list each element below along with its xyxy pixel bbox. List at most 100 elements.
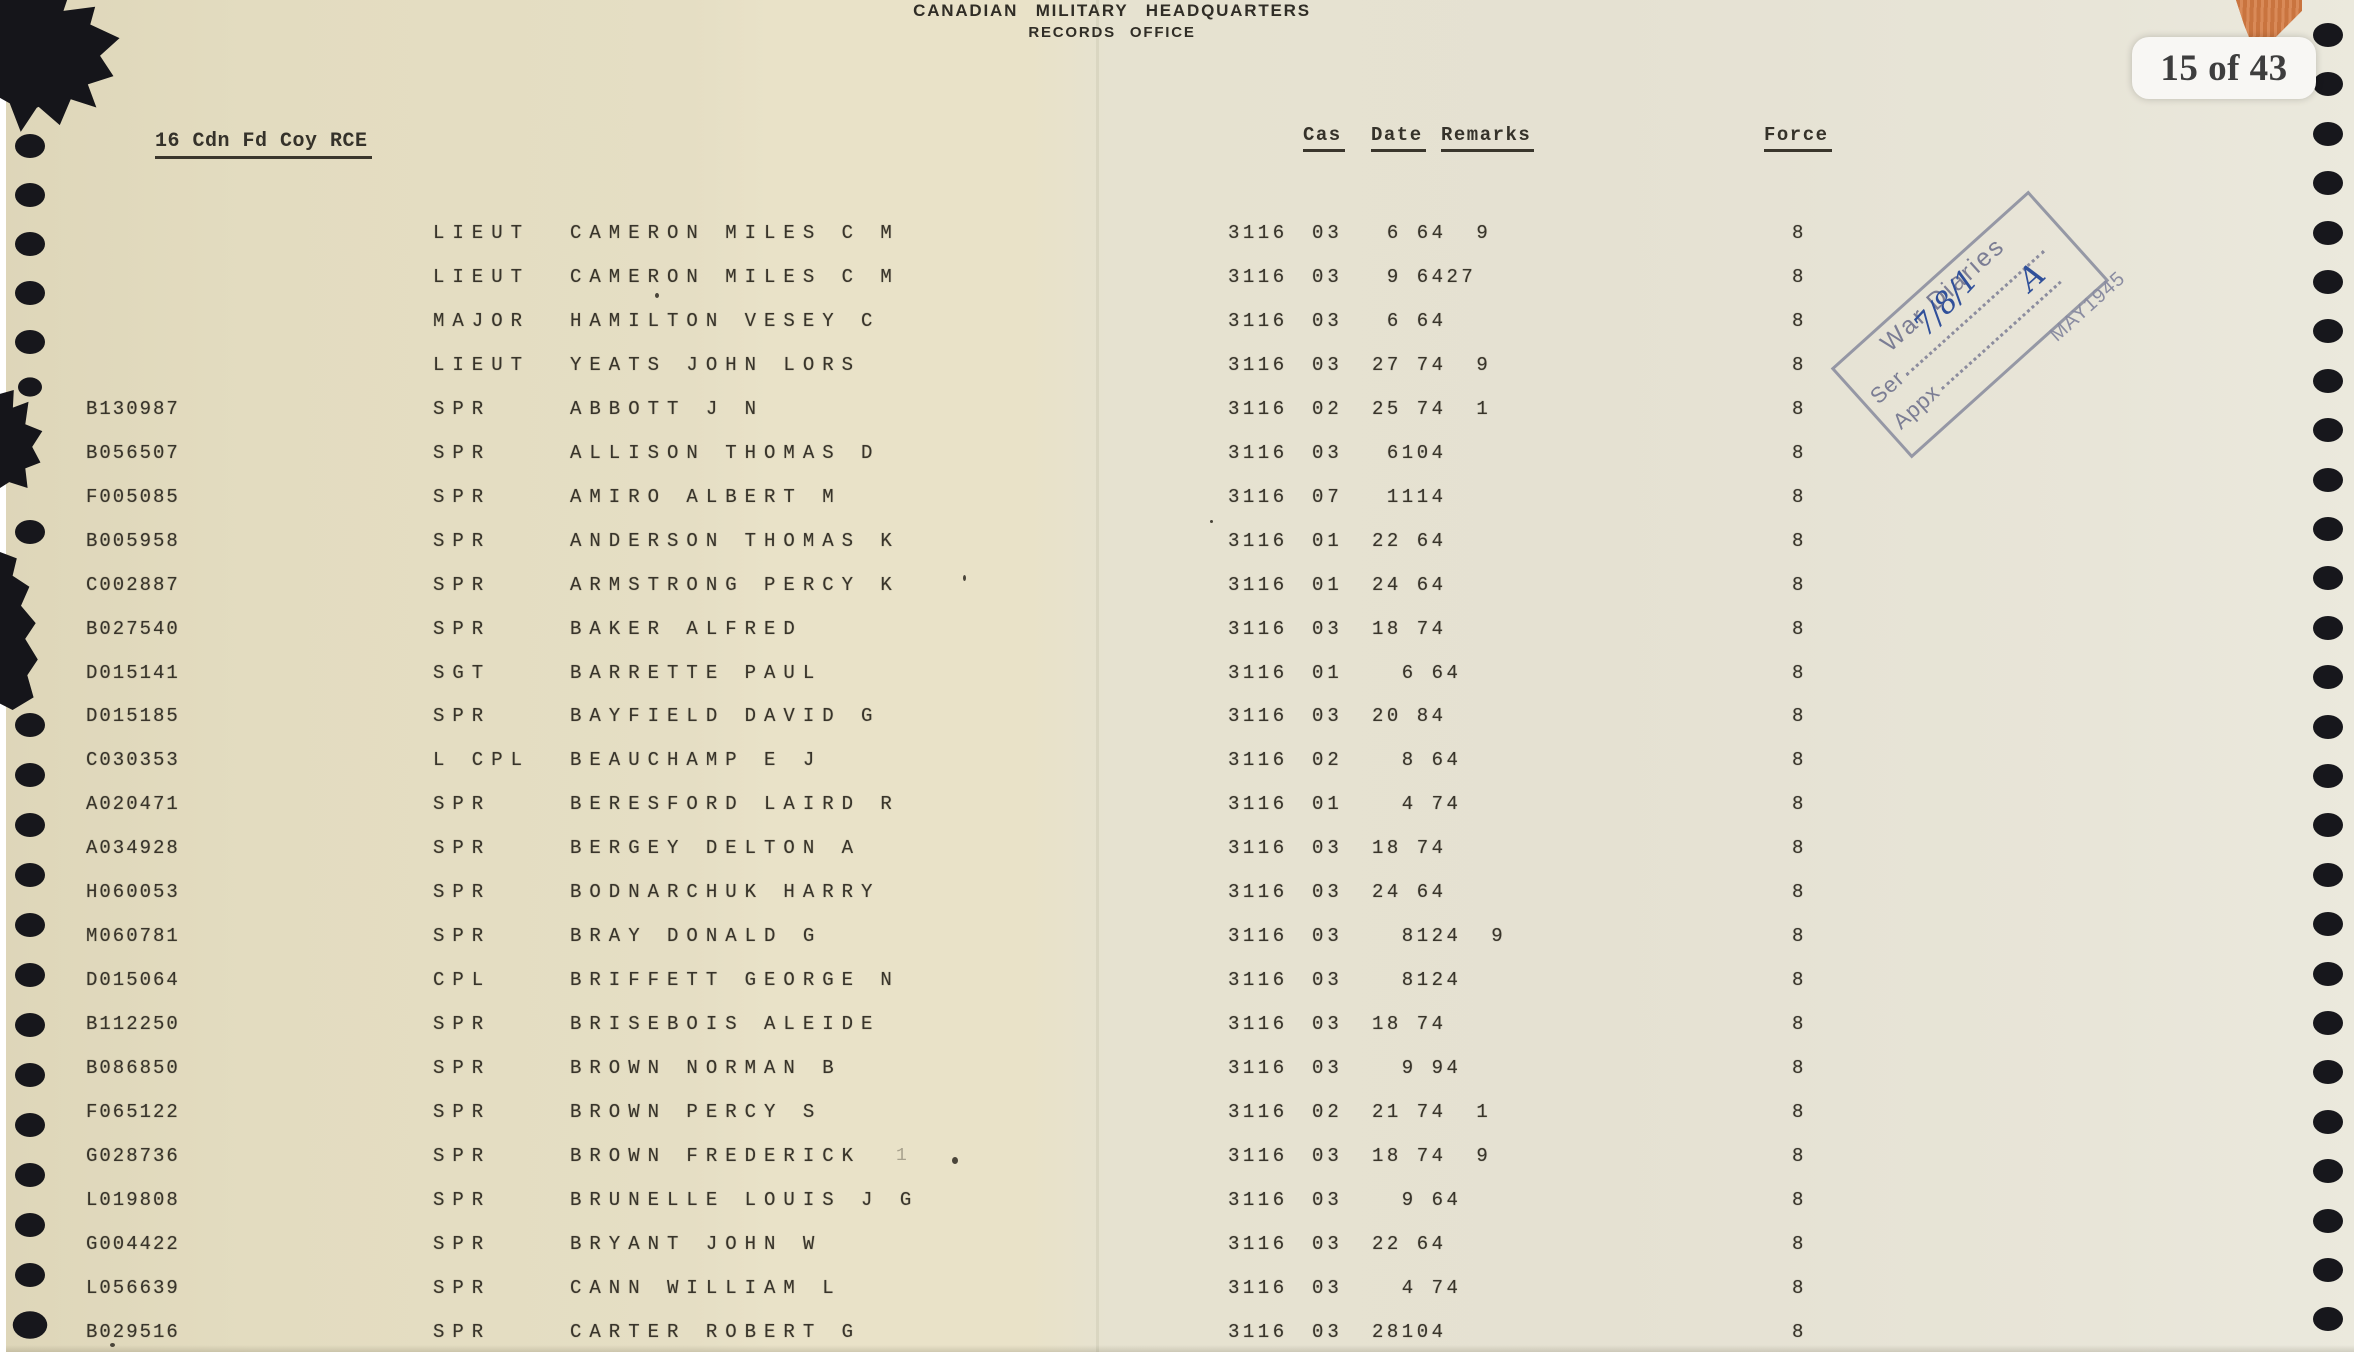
table-row: B056507 SPR ALLISON THOMAS D 3116 03 610… bbox=[0, 442, 2360, 466]
punch-hole bbox=[15, 1113, 45, 1137]
punch-hole bbox=[15, 520, 45, 544]
cell-name: BRAY DONALD G bbox=[570, 925, 823, 948]
cell-rank: SPR bbox=[433, 617, 492, 640]
cell-rank: SPR bbox=[433, 925, 492, 948]
cell-rank: SPR bbox=[433, 441, 492, 464]
cell-date-remarks: 6 64 bbox=[1372, 661, 1462, 684]
punch-hole bbox=[15, 183, 45, 207]
cell-force: 8 bbox=[1792, 1144, 1804, 1167]
org-name: CANADIAN MILITARY HEADQUARTERS bbox=[913, 1, 1311, 20]
scan-speck bbox=[655, 293, 659, 298]
cell-force: 8 bbox=[1792, 1320, 1804, 1343]
cell-rank: SPR bbox=[433, 1276, 492, 1299]
cell-force: 8 bbox=[1792, 881, 1804, 904]
punch-hole bbox=[15, 963, 45, 987]
cell-service-number: D015064 bbox=[86, 969, 180, 992]
cell-name: CAMERON MILES C M bbox=[570, 265, 900, 288]
cell-cas: 03 bbox=[1312, 1320, 1343, 1343]
cell-name: BROWN PERCY S bbox=[570, 1101, 823, 1123]
cell-force: 8 bbox=[1792, 1057, 1804, 1080]
cell-date-remarks: 21 74 1 bbox=[1372, 1101, 1492, 1123]
org-office: RECORDS OFFICE bbox=[1028, 24, 1196, 41]
cell-list-number: 3116 bbox=[1228, 1101, 1288, 1123]
cell-list-number: 3116 bbox=[1228, 617, 1288, 640]
punch-hole bbox=[2313, 962, 2343, 986]
cell-service-number: B056507 bbox=[86, 441, 180, 464]
cell-rank: SPR bbox=[433, 397, 492, 420]
punch-hole bbox=[2313, 1307, 2343, 1331]
cell-cas: 03 bbox=[1312, 441, 1343, 464]
cell-rank: SPR bbox=[433, 793, 492, 816]
cell-rank: SPR bbox=[433, 1013, 492, 1036]
punch-hole bbox=[2313, 1110, 2343, 1134]
cell-service-number: L019808 bbox=[86, 1188, 180, 1211]
table-row: D015064 CPL BRIFFETT GEORGE N 3116 03 81… bbox=[0, 969, 2360, 993]
cell-date-remarks: 20 84 bbox=[1372, 705, 1447, 728]
cell-rank: L CPL bbox=[433, 749, 531, 772]
punch-hole bbox=[2313, 912, 2343, 936]
cell-date-remarks: 9 6427 bbox=[1372, 265, 1477, 288]
table-row: D015185 SPR BAYFIELD DAVID G 3116 03 20 … bbox=[0, 705, 2360, 729]
page-indicator-label: 15 of 43 bbox=[2160, 47, 2288, 89]
cell-name: CANN WILLIAM L bbox=[570, 1276, 842, 1299]
cell-list-number: 3116 bbox=[1228, 661, 1288, 684]
punch-hole bbox=[2313, 616, 2343, 640]
cell-cas: 03 bbox=[1312, 265, 1343, 288]
cell-name: ALLISON THOMAS D bbox=[570, 441, 881, 464]
punch-hole bbox=[15, 1013, 45, 1037]
cell-name: BRUNELLE LOUIS J G bbox=[570, 1188, 920, 1211]
cell-rank: SPR bbox=[433, 1144, 492, 1167]
cell-force: 8 bbox=[1792, 265, 1804, 288]
cell-list-number: 3116 bbox=[1228, 1013, 1288, 1036]
cell-list-number: 3116 bbox=[1228, 749, 1288, 772]
table-row: F005085 SPR AMIRO ALBERT M 3116 07 1114 … bbox=[0, 486, 2360, 510]
column-header-date: Date bbox=[1371, 124, 1426, 152]
cell-service-number: F005085 bbox=[86, 485, 180, 508]
cell-cas: 03 bbox=[1312, 1188, 1343, 1211]
cell-force: 8 bbox=[1792, 969, 1804, 992]
cell-force: 8 bbox=[1792, 441, 1804, 464]
punch-hole bbox=[2313, 715, 2343, 739]
cell-cas: 03 bbox=[1312, 969, 1343, 992]
cell-rank: SPR bbox=[433, 529, 492, 552]
punch-hole bbox=[2313, 1060, 2343, 1084]
cell-name: BODNARCHUK HARRY bbox=[570, 881, 881, 904]
table-row: LIEUT CAMERON MILES C M 3116 03 6 64 9 8 bbox=[0, 222, 2360, 246]
table-row: B086850 SPR BROWN NORMAN B 3116 03 9 94 … bbox=[0, 1057, 2360, 1081]
cell-force: 8 bbox=[1792, 661, 1804, 684]
punch-hole bbox=[2313, 72, 2343, 96]
table-row: L056639 SPR CANN WILLIAM L 3116 03 4 74 … bbox=[0, 1277, 2360, 1301]
cell-list-number: 3116 bbox=[1228, 1057, 1288, 1080]
punch-hole bbox=[15, 134, 45, 158]
cell-rank: MAJOR bbox=[433, 309, 531, 332]
cell-list-number: 3116 bbox=[1228, 837, 1288, 860]
punch-hole bbox=[2313, 319, 2343, 343]
scan-margin-right bbox=[2354, 0, 2360, 1352]
cell-cas: 03 bbox=[1312, 925, 1343, 948]
scan-margin-bottom bbox=[0, 1352, 2360, 1365]
column-header-remarks: Remarks bbox=[1441, 124, 1535, 152]
cell-rank: SPR bbox=[433, 881, 492, 904]
punch-hole bbox=[2313, 665, 2343, 689]
cell-date-remarks: 22 64 bbox=[1372, 1232, 1447, 1255]
document-header: CANADIAN MILITARY HEADQUARTERS RECORDS O… bbox=[712, 1, 1512, 41]
punch-hole bbox=[15, 1213, 45, 1237]
cell-list-number: 3116 bbox=[1228, 1320, 1288, 1343]
cell-date-remarks: 8 64 bbox=[1372, 749, 1462, 772]
cell-date-remarks: 8124 bbox=[1372, 969, 1462, 992]
cell-rank: LIEUT bbox=[433, 353, 531, 376]
cell-list-number: 3116 bbox=[1228, 793, 1288, 816]
cell-date-remarks: 22 64 bbox=[1372, 529, 1447, 552]
cell-name: BERESFORD LAIRD R bbox=[570, 793, 900, 816]
punch-hole bbox=[18, 377, 42, 397]
cell-force: 8 bbox=[1792, 309, 1804, 332]
cell-date-remarks: 6 64 bbox=[1372, 309, 1447, 332]
punch-hole bbox=[15, 863, 45, 887]
cell-list-number: 3116 bbox=[1228, 353, 1288, 376]
cell-date-remarks: 9 94 bbox=[1372, 1057, 1462, 1080]
punch-hole bbox=[15, 1163, 45, 1187]
table-row: D015141 SGT BARRETTE PAUL 3116 01 6 64 8 bbox=[0, 662, 2360, 686]
table-row: LIEUT CAMERON MILES C M 3116 03 9 6427 8 bbox=[0, 266, 2360, 290]
cell-name: BROWN NORMAN B bbox=[570, 1057, 842, 1080]
